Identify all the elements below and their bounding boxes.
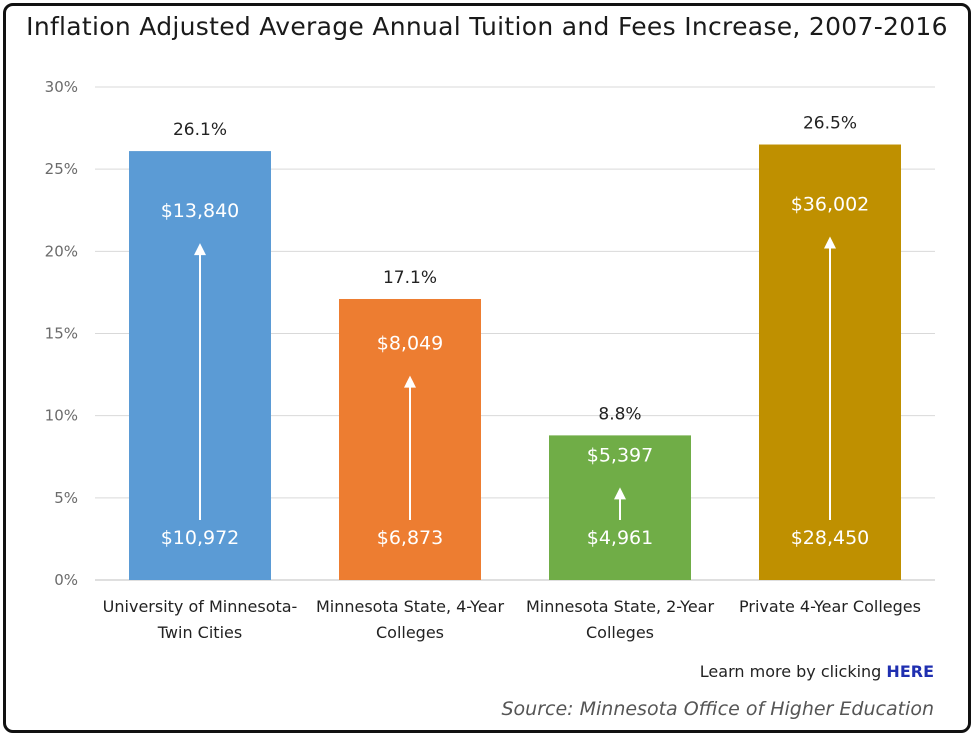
source-note: Source: Minnesota Office of Higher Educa…	[501, 698, 935, 720]
y-axis: 0% 5% 10% 15% 20% 25% 30%	[45, 78, 78, 589]
y-tick-label: 0%	[54, 571, 78, 589]
y-tick-label: 30%	[45, 78, 78, 96]
x-tick-label: Minnesota State, 4-Year	[316, 597, 505, 616]
end-tuition-label: $36,002	[791, 194, 870, 216]
y-tick-label: 15%	[45, 325, 78, 343]
x-tick-label: Private 4-Year Colleges	[739, 597, 921, 616]
end-tuition-label: $8,049	[377, 333, 443, 355]
increase-arrowhead	[824, 236, 836, 249]
bar-percent-label: 17.1%	[383, 268, 437, 288]
y-tick-label: 5%	[54, 489, 78, 507]
start-tuition-label: $28,450	[791, 527, 870, 549]
x-tick-label: Minnesota State, 2-Year	[526, 597, 715, 616]
bar-percent-label: 8.8%	[598, 404, 641, 424]
x-tick-label: Colleges	[586, 623, 654, 642]
start-tuition-label: $4,961	[587, 527, 653, 549]
increase-arrowhead	[404, 375, 416, 388]
increase-arrowhead	[614, 487, 626, 500]
start-tuition-label: $10,972	[161, 527, 240, 549]
here-link[interactable]: HERE	[886, 662, 934, 681]
y-tick-label: 10%	[45, 407, 78, 425]
x-tick-label: Colleges	[376, 623, 444, 642]
x-tick-label: Twin Cities	[157, 623, 242, 642]
end-tuition-label: $5,397	[587, 444, 653, 466]
y-tick-label: 25%	[45, 160, 78, 178]
learn-more-prefix: Learn more by clicking	[699, 662, 887, 681]
y-tick-label: 20%	[45, 242, 78, 260]
end-tuition-label: $13,840	[161, 200, 240, 222]
start-tuition-label: $6,873	[377, 527, 443, 549]
bar-percent-label: 26.1%	[173, 120, 227, 140]
increase-arrowhead	[194, 243, 206, 256]
bars	[129, 144, 901, 580]
x-tick-label: University of Minnesota-	[103, 597, 298, 616]
learn-more-text: Learn more by clicking HERE	[700, 662, 934, 681]
labels: 26.1% $13,840 $10,972 University of Minneso…	[103, 114, 921, 642]
chart-title: Inflation Adjusted Average Annual Tuitio…	[26, 12, 948, 41]
bar-percent-label: 26.5%	[803, 114, 857, 134]
